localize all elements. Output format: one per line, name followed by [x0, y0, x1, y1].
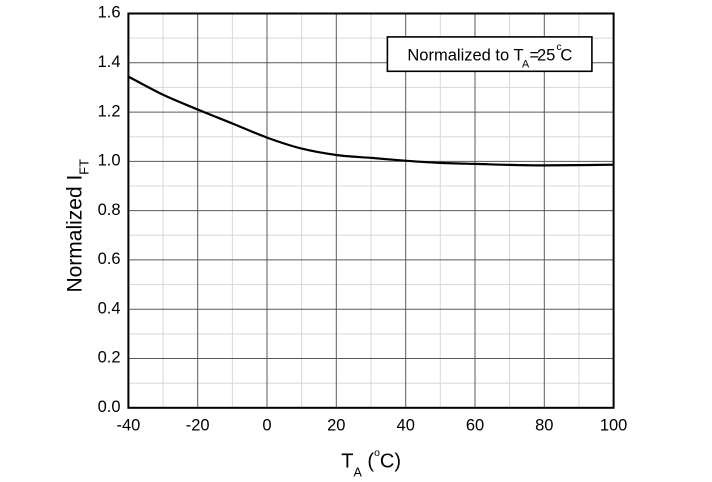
- svg-text:-40: -40: [116, 417, 140, 435]
- svg-text:20: 20: [327, 417, 345, 435]
- svg-text:100: 100: [600, 417, 628, 435]
- svg-text:0.8: 0.8: [98, 201, 121, 219]
- svg-text:0.6: 0.6: [98, 250, 121, 268]
- svg-text:1.4: 1.4: [98, 53, 121, 71]
- svg-text:60: 60: [466, 417, 484, 435]
- svg-text:80: 80: [535, 417, 553, 435]
- svg-text:0.2: 0.2: [98, 349, 121, 367]
- svg-text:0.4: 0.4: [98, 299, 121, 317]
- svg-text:40: 40: [397, 417, 415, 435]
- svg-text:0: 0: [262, 417, 271, 435]
- svg-text:-20: -20: [186, 417, 210, 435]
- svg-text:1.2: 1.2: [98, 102, 121, 120]
- svg-text:1.6: 1.6: [98, 4, 121, 22]
- svg-text:0.0: 0.0: [98, 398, 121, 416]
- svg-text:1.0: 1.0: [98, 152, 121, 170]
